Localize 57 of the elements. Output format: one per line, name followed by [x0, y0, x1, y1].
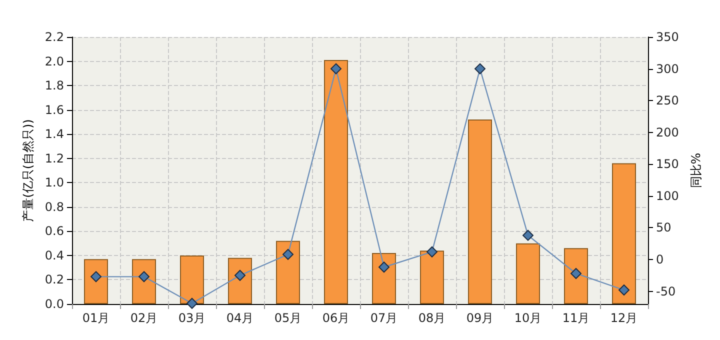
y-tick-label: 2.0: [44, 54, 64, 68]
x-tick-label: 10月: [514, 311, 542, 325]
y-tick-label: 1.2: [44, 151, 64, 166]
y-tick-label: 0.8: [44, 200, 64, 214]
point: [282, 248, 294, 260]
y2-tick-label: 150: [656, 157, 679, 172]
bar: [516, 243, 540, 304]
y-tick-label: 1.4: [44, 127, 64, 142]
y-tick-label: 0.2: [44, 272, 64, 287]
point: [426, 246, 438, 258]
x-tick-label: 07月: [370, 311, 398, 325]
bar: [564, 248, 588, 304]
point: [474, 63, 486, 74]
y2-tick-label: 250: [656, 94, 679, 108]
y-tick-label: 1.6: [44, 102, 64, 117]
x-tick-label: 04月: [226, 311, 254, 325]
point: [330, 63, 342, 74]
x-tick-label: 09月: [466, 311, 494, 325]
y-tick-label: 2.2: [44, 30, 64, 44]
x-tick-label: 06月: [322, 311, 350, 325]
bar: [276, 240, 300, 304]
bar: [180, 255, 204, 304]
bar: [468, 120, 492, 304]
y2-tick-label: 0: [656, 252, 664, 266]
bar: [612, 163, 636, 304]
point: [186, 298, 198, 309]
y2-tick-label: 350: [656, 30, 679, 44]
y-tick-label: 0.6: [44, 224, 64, 238]
y-axis-title: 产量(亿只(自然只)): [21, 119, 35, 222]
y-tick-label: 1.0: [44, 176, 64, 190]
x-tick-label: 08月: [418, 311, 446, 325]
point: [234, 270, 246, 281]
x-tick-label: 01月: [82, 311, 110, 325]
x-tick-label: 05月: [274, 311, 302, 325]
point: [522, 230, 534, 241]
bar: [324, 60, 348, 304]
y2-tick-label: 100: [656, 188, 679, 203]
bar: [228, 258, 252, 304]
y2-tick-label: 300: [656, 62, 679, 76]
point: [378, 262, 390, 273]
bar: [372, 253, 396, 304]
y2-tick-label: 200: [656, 125, 679, 140]
x-tick-label: 03月: [178, 311, 206, 325]
x-tick-label: 11月: [562, 311, 590, 325]
point: [570, 268, 582, 279]
y2-axis-title: 同比%: [688, 152, 703, 188]
x-tick-label: 02月: [130, 311, 158, 325]
bar: [420, 250, 444, 304]
y-tick-label: 1.8: [44, 78, 64, 93]
bar: [132, 259, 156, 304]
y2-tick-label: 50: [656, 220, 672, 235]
y-tick-label: 0.4: [44, 248, 64, 262]
point: [618, 284, 630, 296]
y2-tick-label: -50: [656, 284, 676, 298]
y-tick-label: 0.0: [44, 297, 64, 311]
x-tick-label: 12月: [610, 311, 638, 325]
bar: [84, 259, 108, 304]
